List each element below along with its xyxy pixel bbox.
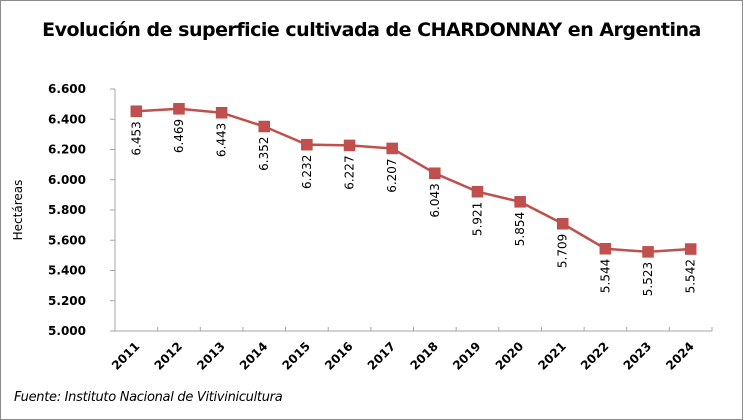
data-label: 6.043: [428, 183, 442, 217]
x-tick-label: 2021: [535, 339, 569, 373]
data-point-marker: [343, 139, 356, 152]
data-point-marker: [215, 106, 228, 119]
y-tick-label: 6.200: [48, 143, 86, 157]
data-label: 5.542: [684, 259, 698, 293]
data-label: 6.227: [343, 155, 357, 189]
data-point-marker: [258, 120, 270, 133]
x-tick-label: 2014: [237, 339, 271, 373]
x-tick-label: 2013: [194, 339, 228, 373]
data-label: 5.854: [513, 212, 527, 246]
x-tick-label: 2017: [365, 339, 399, 373]
data-point-marker: [642, 246, 654, 258]
data-point-marker: [471, 185, 484, 198]
chart-title: Evolución de superficie cultivada de CHA…: [42, 19, 701, 41]
data-label: 6.352: [257, 137, 271, 171]
x-tick-label: 2011: [109, 339, 143, 373]
y-axis: 5.000 5.200 5.400 5.600 5.800 6.000 6.200 6.400…: [48, 82, 116, 338]
data-label: 6.443: [215, 123, 229, 157]
y-tick-label: 6.000: [48, 173, 86, 187]
data-label: 6.207: [385, 158, 399, 192]
x-tick-label: 2022: [578, 339, 612, 373]
x-tick-label: 2018: [407, 339, 441, 373]
x-tick-label: 2023: [621, 339, 655, 373]
data-point-marker: [557, 218, 569, 230]
x-axis: 2011 2012 2013 2014 2015 2016 2017 2018 2019 2020…: [109, 327, 713, 373]
data-label: 6.469: [172, 119, 186, 153]
y-tick-label: 5.000: [48, 324, 86, 338]
data-point-marker: [386, 142, 398, 155]
data-label: 6.232: [300, 155, 314, 189]
x-tick-label: 2024: [663, 339, 697, 373]
data-label: 5.544: [598, 259, 612, 293]
x-tick-label: 2019: [450, 339, 484, 373]
data-label: 5.921: [470, 202, 484, 236]
data-point-marker: [130, 105, 143, 117]
y-tick-label: 5.400: [48, 264, 86, 278]
series-line: [136, 107, 691, 254]
x-tick-label: 2020: [493, 339, 527, 373]
data-point-marker: [173, 103, 185, 115]
x-tick-label: 2016: [322, 339, 356, 373]
data-point-marker: [429, 167, 441, 179]
y-tick-label: 5.800: [48, 203, 86, 217]
y-tick-label: 5.600: [48, 233, 86, 247]
y-tick-label: 5.200: [48, 294, 86, 308]
series-chardonnay: 6.453 6.469 6.443 6.352 6.232 6.227 6.207 6.043…: [129, 103, 698, 296]
data-point-marker: [684, 243, 697, 255]
y-tick-label: 6.400: [48, 112, 86, 126]
data-point-marker: [514, 196, 526, 208]
data-label: 5.709: [556, 234, 570, 268]
source-note: Fuente: Instituto Nacional de Vitivinicu…: [14, 390, 283, 405]
y-tick-label: 6.600: [48, 82, 86, 96]
data-point-marker: [599, 242, 612, 255]
x-tick-label: 2012: [152, 339, 186, 373]
data-point-marker: [301, 138, 313, 151]
y-axis-label: Hectáreas: [11, 180, 25, 241]
data-label: 6.453: [129, 121, 143, 155]
data-label: 5.523: [641, 262, 655, 296]
x-tick-label: 2015: [279, 339, 313, 373]
